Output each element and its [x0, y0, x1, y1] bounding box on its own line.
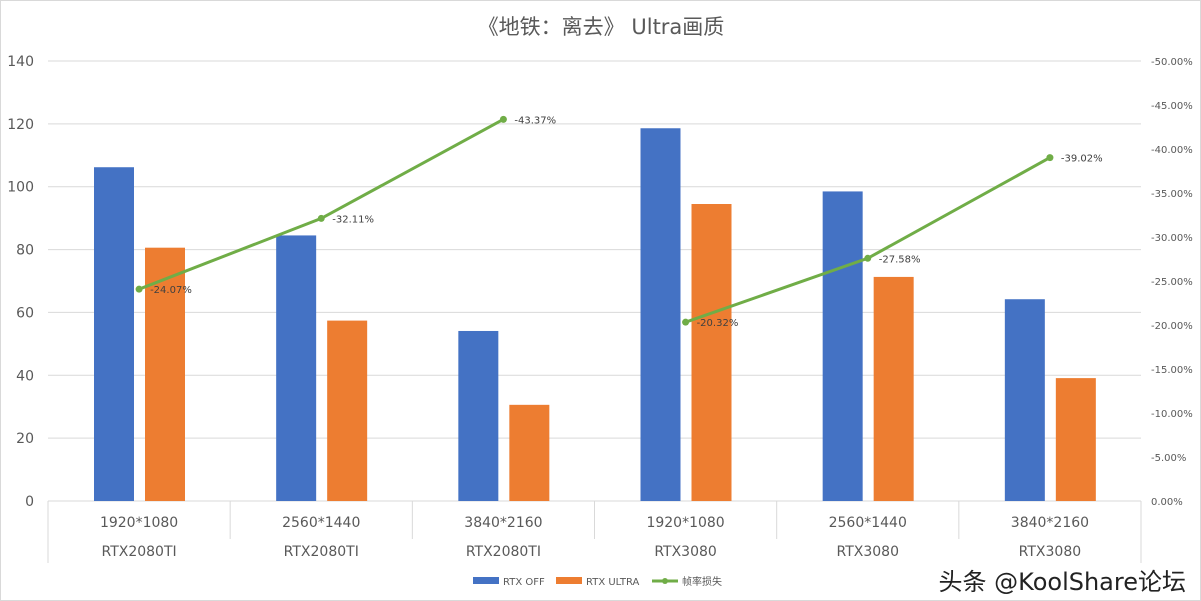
- y2-tick-label: -10.00%: [1151, 409, 1193, 420]
- bar-rtx-off: [822, 191, 863, 501]
- bar-rtx-off: [458, 330, 499, 501]
- y-tick-label: 0: [25, 494, 34, 510]
- bar-rtx-off: [1004, 299, 1045, 501]
- x-tick-label-resolution: 3840*2160: [464, 515, 542, 531]
- data-label: -20.32%: [697, 318, 739, 329]
- legend-label: RTX OFF: [503, 577, 545, 588]
- x-tick-label-gpu: RTX3080: [1019, 544, 1081, 560]
- bar-rtx-ultra: [145, 247, 185, 501]
- bar-rtx-off: [640, 128, 681, 501]
- data-label: -39.02%: [1061, 154, 1103, 165]
- data-label: -32.11%: [332, 214, 374, 225]
- bar-rtx-ultra: [509, 404, 550, 501]
- legend-swatch: [556, 577, 582, 584]
- bar-rtx-ultra: [691, 204, 732, 501]
- legend-swatch: [473, 577, 499, 584]
- legend-label: RTX ULTRA: [586, 577, 640, 588]
- bar-rtx-ultra: [327, 320, 368, 501]
- y2-tick-label: -40.00%: [1151, 145, 1193, 156]
- bar-rtx-ultra: [873, 276, 914, 501]
- y2-tick-label: -15.00%: [1151, 365, 1193, 376]
- line-point: [317, 214, 325, 222]
- y2-tick-label: -5.00%: [1151, 453, 1186, 464]
- watermark: 头条 @KoolShare论坛: [938, 568, 1186, 596]
- line-point: [135, 285, 143, 293]
- line-segment: [138, 118, 505, 291]
- y-tick-label: 40: [16, 368, 34, 384]
- data-label: -27.58%: [879, 254, 921, 265]
- chart-title: 《地铁：离去》 Ultra画质: [478, 15, 725, 39]
- line-point: [864, 254, 872, 262]
- x-tick-label-gpu: RTX2080TI: [466, 544, 541, 560]
- data-label: -43.37%: [514, 115, 556, 126]
- x-tick-label-gpu: RTX2080TI: [101, 544, 176, 560]
- x-tick-label-resolution: 1920*1080: [646, 515, 724, 531]
- line-point: [682, 318, 690, 326]
- bar-rtx-off: [94, 167, 134, 501]
- y-tick-label: 20: [16, 431, 34, 447]
- x-tick-label-resolution: 1920*1080: [100, 515, 178, 531]
- y-tick-label: 140: [7, 54, 34, 70]
- y2-tick-label: -20.00%: [1151, 321, 1193, 332]
- y2-tick-label: -45.00%: [1151, 101, 1193, 112]
- y2-tick-label: -30.00%: [1151, 233, 1193, 244]
- y2-tick-label: -50.00%: [1151, 57, 1193, 68]
- y2-tick-label: 0.00%: [1151, 497, 1183, 508]
- x-tick-label-resolution: 2560*1440: [829, 515, 907, 531]
- line-point: [1046, 154, 1054, 162]
- x-tick-label-resolution: 2560*1440: [282, 515, 360, 531]
- legend-label: 帧率损失: [682, 575, 722, 588]
- line-segment: [685, 156, 1051, 324]
- x-tick-label-gpu: RTX3080: [837, 544, 899, 560]
- bar-rtx-off: [276, 235, 317, 501]
- x-tick-label-gpu: RTX2080TI: [284, 544, 359, 560]
- y2-tick-label: -35.00%: [1151, 189, 1193, 200]
- legend-marker: [662, 578, 668, 584]
- x-tick-label-resolution: 3840*2160: [1011, 515, 1089, 531]
- data-label: -24.07%: [150, 285, 192, 296]
- y-tick-label: 80: [16, 243, 34, 259]
- y-tick-label: 120: [7, 117, 34, 133]
- y-tick-label: 100: [7, 180, 34, 196]
- y-tick-label: 60: [16, 305, 34, 321]
- y2-tick-label: -25.00%: [1151, 277, 1193, 288]
- x-tick-label-gpu: RTX3080: [654, 544, 716, 560]
- bar-rtx-ultra: [1055, 378, 1096, 501]
- line-point: [499, 115, 507, 123]
